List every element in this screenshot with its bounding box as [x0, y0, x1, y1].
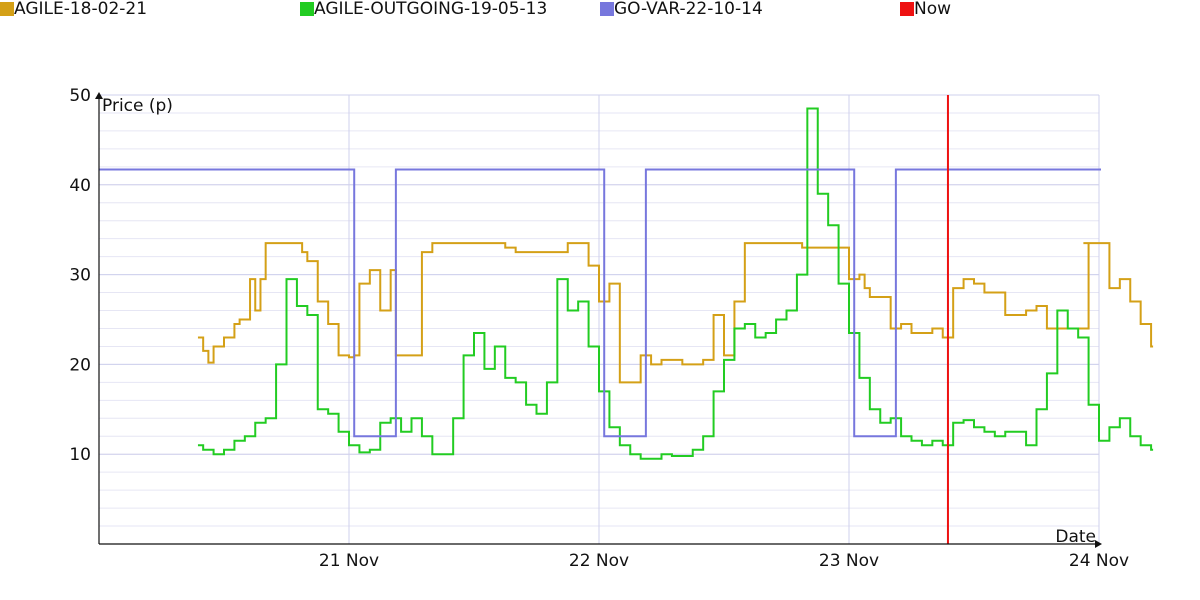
y-axis-arrow	[95, 92, 103, 99]
y-tick-label: 40	[69, 176, 91, 196]
legend-swatch	[600, 2, 614, 16]
y-tick-label: 30	[69, 266, 91, 286]
legend-swatch	[300, 2, 314, 16]
y-tick-label: 10	[69, 445, 91, 465]
x-axis-title: Date	[1055, 527, 1096, 547]
chart-series	[99, 95, 1154, 544]
series-line	[197, 107, 1154, 460]
legend-item-go-var-22-10-14: GO-VAR-22-10-14	[600, 0, 763, 19]
legend-swatch	[900, 2, 914, 16]
series-line	[99, 168, 1101, 438]
x-tick-label: 23 Nov	[819, 551, 879, 571]
legend-item-now: Now	[900, 0, 952, 19]
legend-item-agile-outgoing-19-05-13: AGILE-OUTGOING-19-05-13	[300, 0, 548, 19]
y-axis-title: Price (p)	[102, 96, 173, 116]
y-tick-label: 20	[69, 355, 91, 375]
y-tick-label: 50	[69, 86, 91, 106]
legend-label: GO-VAR-22-10-14	[614, 0, 763, 19]
chart-legend: AGILE-18-02-21 AGILE-OUTGOING-19-05-13 G…	[0, 0, 1200, 20]
chart-axes: 10 20 30 40 50 21 Nov 22 Nov 23 Nov 24 Nov	[69, 86, 1129, 571]
x-tick-label: 21 Nov	[319, 551, 379, 571]
series-line	[197, 242, 1154, 384]
legend-label: AGILE-18-02-21	[14, 0, 148, 19]
legend-swatch	[0, 2, 14, 16]
legend-item-agile-18-02-21: AGILE-18-02-21	[0, 0, 148, 19]
legend-label: Now	[914, 0, 952, 19]
x-tick-label: 24 Nov	[1069, 551, 1129, 571]
x-axis-arrow	[1095, 540, 1102, 548]
legend-label: AGILE-OUTGOING-19-05-13	[314, 0, 548, 19]
x-tick-label: 22 Nov	[569, 551, 629, 571]
